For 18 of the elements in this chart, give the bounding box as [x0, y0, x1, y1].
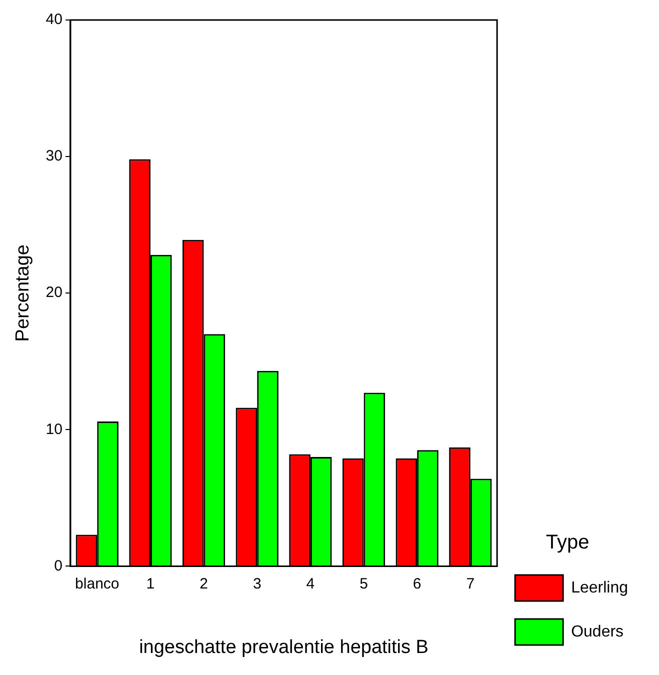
legend-title: Type — [546, 532, 590, 554]
x-axis-title: ingeschatte prevalentie hepatitis B — [139, 636, 428, 658]
x-tick-label: 4 — [306, 575, 315, 592]
legend-label: Leerling — [571, 579, 628, 596]
y-tick-label: 0 — [54, 557, 62, 574]
x-tick-label: 1 — [146, 575, 155, 592]
legend-label: Ouders — [571, 623, 624, 640]
x-tick-label: 2 — [200, 575, 208, 592]
x-tick-label: blanco — [75, 575, 120, 592]
y-tick-label: 40 — [46, 11, 62, 28]
y-tick-label: 20 — [46, 284, 62, 302]
x-tick-label: 6 — [412, 575, 422, 592]
y-tick-label: 30 — [46, 148, 62, 165]
x-tick-label: 5 — [360, 575, 368, 592]
y-axis-title: Percentage — [12, 244, 34, 342]
x-tick-label: 3 — [252, 575, 262, 592]
x-tick-label: 7 — [466, 575, 475, 592]
y-tick-label: 10 — [46, 420, 62, 438]
